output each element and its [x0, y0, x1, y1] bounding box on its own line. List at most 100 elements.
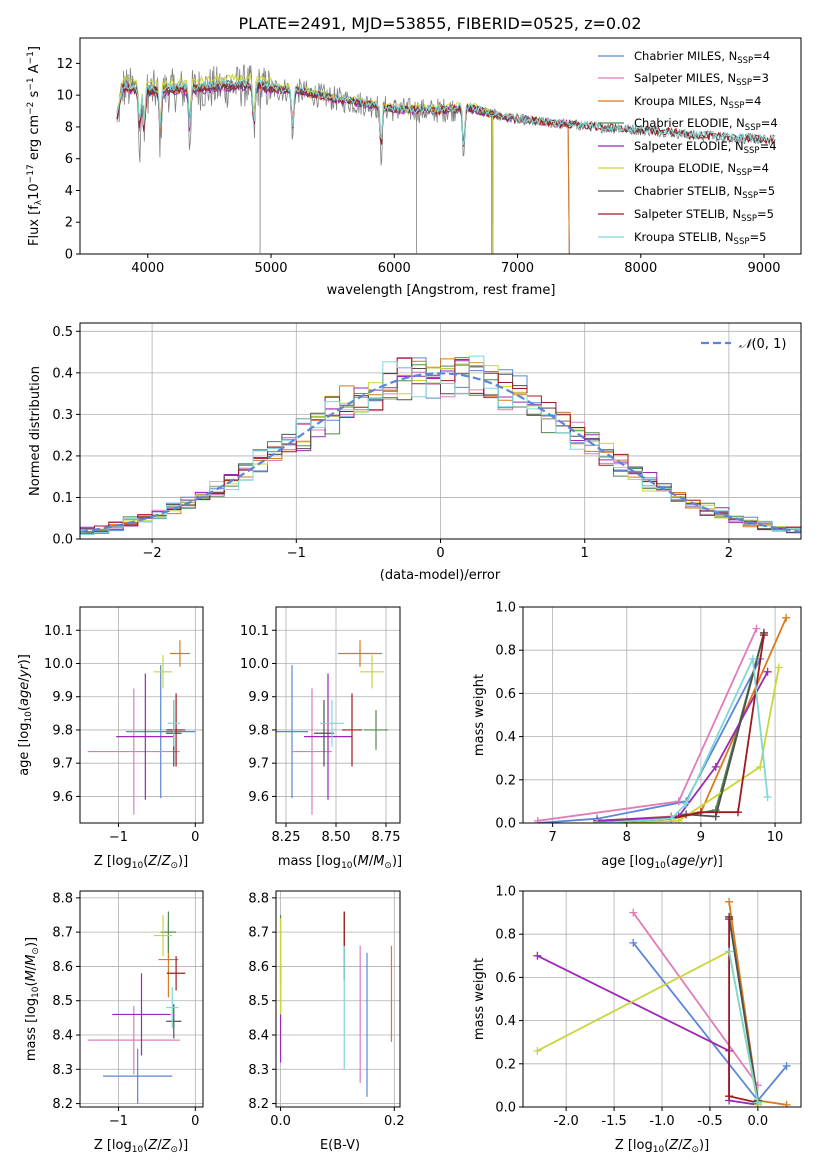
weight-marker — [752, 624, 761, 633]
label-part: / — [157, 1138, 162, 1153]
x-tick-label: 7000 — [501, 261, 534, 276]
label-part: −17 — [26, 164, 36, 183]
model-spectrum-line — [116, 78, 776, 146]
legend-label: Chabrier STELIB, NSSP=5 — [634, 184, 775, 201]
legend-subscript: SSP — [736, 78, 752, 88]
x-tick-label: 8000 — [624, 261, 657, 276]
label-part: ⊙ — [170, 1145, 178, 1155]
y-tick-label: 10.0 — [240, 657, 269, 672]
y-tick-label: 0.4 — [495, 1014, 516, 1029]
label-part: ] — [27, 46, 42, 51]
plot-area — [87, 640, 196, 815]
label-part: age — [671, 854, 695, 869]
weight-line — [597, 655, 769, 823]
weight-line — [632, 912, 759, 1086]
x-tick-label: 1 — [581, 546, 589, 561]
legend-text: =4 — [760, 139, 777, 153]
panel-mass_ebv: 0.0 0.2 8.2 8.3 8.4 8.5 8.6 8.7 8.8 E(B-V) — [248, 890, 405, 1153]
weight-marker — [674, 797, 683, 806]
label-part: mass [log — [278, 854, 341, 869]
y-tick-label: 0.4 — [495, 730, 516, 745]
weight-marker — [733, 808, 742, 817]
label-part: / — [678, 1138, 683, 1153]
y-tick-label: 10.1 — [240, 624, 269, 639]
y-tick-label: 10.1 — [44, 624, 73, 639]
y-axis-label: mass weight — [472, 674, 487, 756]
x-tick-label: 0 — [436, 546, 444, 561]
label-part: −1 — [26, 77, 36, 90]
y-tick-label: 0.8 — [495, 928, 516, 943]
weight-marker — [748, 654, 757, 663]
label-part: yr — [17, 663, 32, 679]
legend-subscript: SSP — [737, 56, 753, 66]
weight-marker — [725, 947, 734, 956]
x-tick-label: -1.5 — [601, 1114, 626, 1129]
y-tick-label: 0.6 — [495, 687, 516, 702]
label-part: ( — [666, 854, 671, 869]
legend-text: =4 — [761, 116, 778, 130]
model-spectrum-line — [116, 80, 570, 254]
weight-line — [728, 916, 759, 1101]
y-tick-label: 4 — [65, 184, 73, 199]
legend-subscript: SSP — [742, 191, 758, 201]
legend-label: Kroupa MILES, NSSP=4 — [634, 94, 761, 111]
x-tick-label: -2.0 — [553, 1114, 578, 1129]
y-tick-label: 12 — [56, 57, 73, 72]
panel-age_mass: 8.25 8.50 8.75 9.6 9.7 9.8 9.9 10.0 10.1 mass [lo… — [240, 606, 402, 871]
x-axis-label: age [log10(age/yr)] — [601, 854, 723, 871]
weight-marker — [533, 816, 542, 823]
panel-residual_hist: −2 −1 0 1 2 0.0 0.1 0.2 0.3 0.4 0.5 (data-model)/er… — [28, 322, 802, 583]
y-axis-label: Flux [fλ10−17 erg cm−2 s−1 A−1] — [26, 46, 44, 246]
x-tick-label: 6000 — [378, 261, 411, 276]
x-tick-label: 8 — [623, 830, 631, 845]
y-tick-label: 0.0 — [495, 817, 516, 832]
weight-line — [597, 632, 765, 823]
y-tick-label: 9.9 — [248, 690, 269, 705]
y-tick-label: 10 — [56, 89, 73, 104]
x-tick-label: -1.0 — [649, 1114, 674, 1129]
weight-marker — [763, 667, 772, 676]
weight-marker — [763, 793, 772, 802]
label-part: M — [358, 854, 369, 869]
y-tick-label: 0.2 — [52, 449, 73, 464]
weight-marker — [533, 1046, 542, 1055]
label-part: M — [373, 854, 384, 869]
legend-subscript: SSP — [741, 214, 757, 224]
y-axis-label: mass weight — [472, 958, 487, 1040]
x-tick-label: 0.2 — [384, 1114, 405, 1129]
figure-title: PLATE=2491, MJD=53855, FIBERID=0525, z=0… — [238, 14, 641, 33]
plot-area — [533, 897, 791, 1107]
x-tick-label: -0.5 — [697, 1114, 722, 1129]
label-part: λ — [34, 199, 44, 205]
legend-text: Kroupa STELIB, N — [634, 230, 734, 244]
weight-marker — [629, 908, 638, 917]
x-tick-label: −1 — [109, 830, 128, 845]
y-tick-label: 8.4 — [52, 1029, 73, 1044]
x-tick-label: 9 — [697, 830, 705, 845]
weight-line — [536, 950, 759, 1105]
x-tick-label: −1 — [287, 546, 306, 561]
y-tick-label: 0.4 — [52, 366, 73, 381]
weight-marker — [782, 613, 791, 622]
plot-area — [279, 911, 393, 1097]
legend-text: =5 — [758, 184, 775, 198]
legend-text: Salpeter STELIB, N — [634, 207, 741, 221]
y-tick-label: 9.7 — [52, 757, 73, 772]
label-part: erg cm — [27, 115, 42, 164]
label-part: 10 — [654, 861, 666, 871]
label-part: Flux [f — [27, 205, 42, 246]
weight-marker — [533, 951, 542, 960]
label-part: )] — [17, 654, 32, 664]
label-part: Z [log — [94, 854, 132, 869]
label-part: ⊙ — [384, 861, 392, 871]
weight-marker — [667, 814, 676, 823]
y-tick-label: 2 — [65, 216, 73, 231]
label-part: ( — [353, 854, 358, 869]
label-part: )] — [24, 937, 39, 947]
y-tick-label: 9.6 — [52, 790, 73, 805]
x-tick-label: 8.50 — [322, 830, 351, 845]
label-part: Z [log — [615, 1138, 653, 1153]
y-tick-label: 8.6 — [248, 960, 269, 975]
